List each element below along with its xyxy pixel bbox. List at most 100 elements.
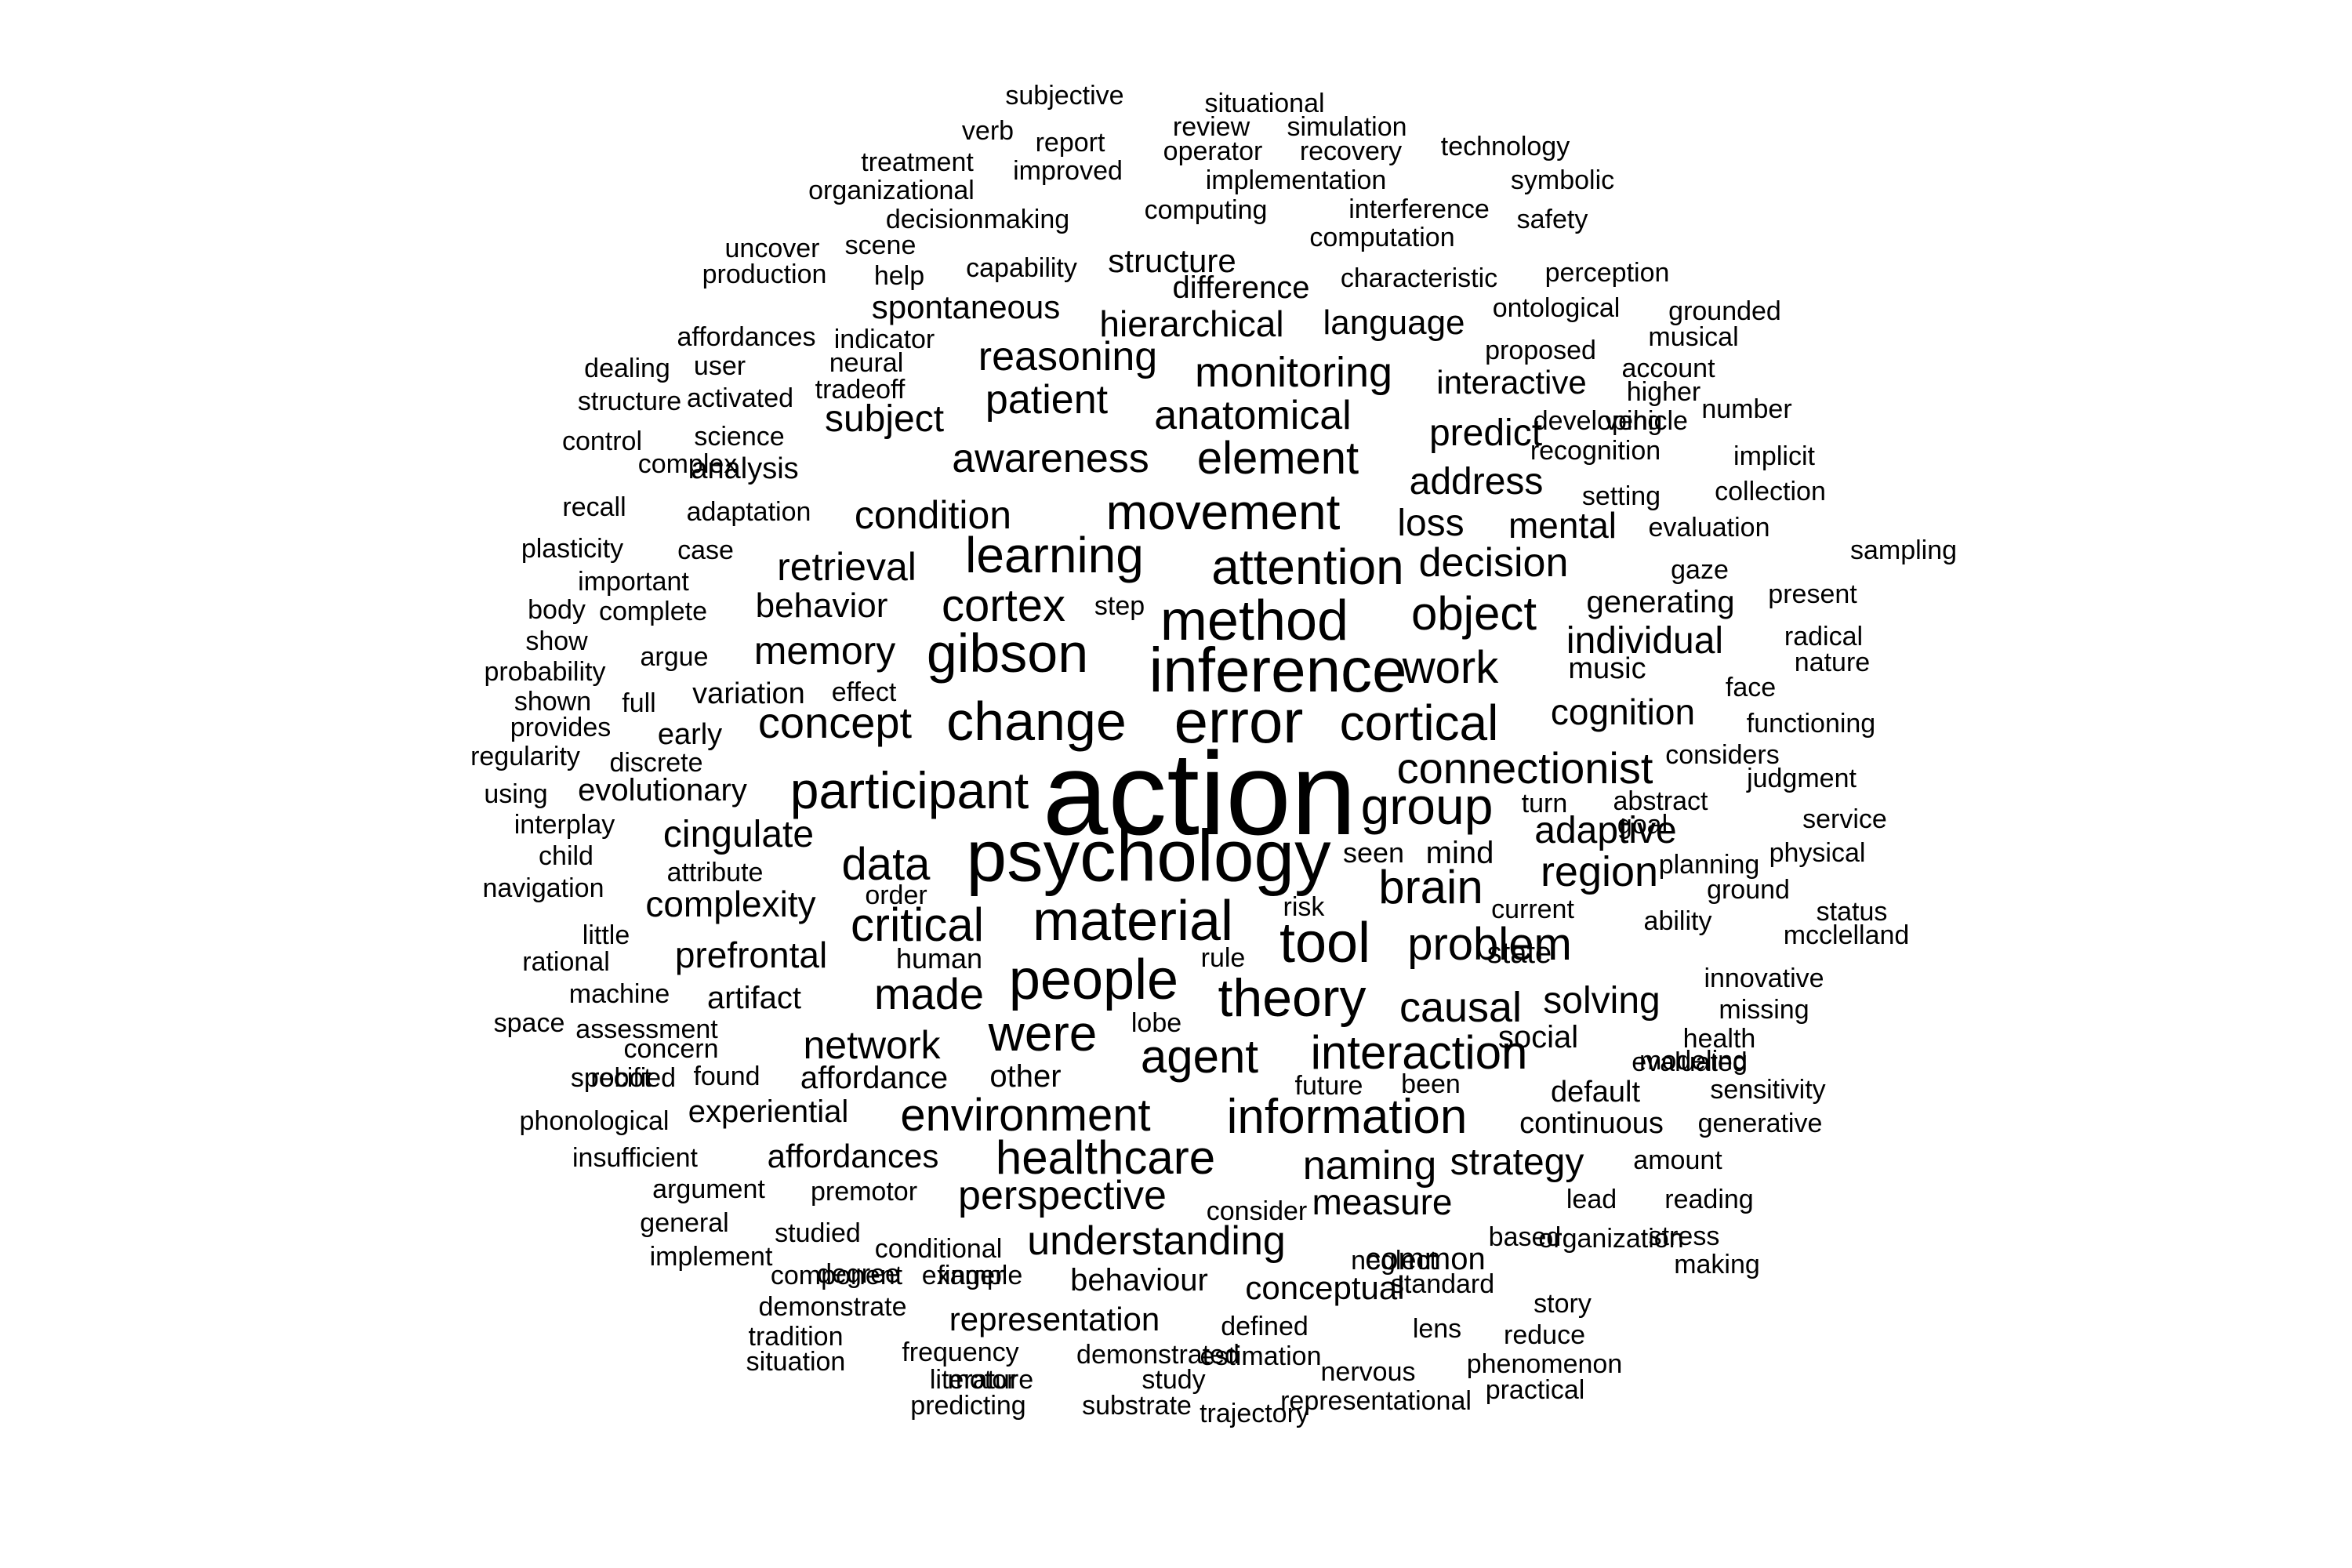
word-adaptive: adaptive: [1534, 810, 1677, 851]
word-variation: variation: [692, 677, 805, 710]
word-implicit: implicit: [1733, 441, 1815, 471]
word-future: future: [1294, 1071, 1363, 1101]
word-lead: lead: [1566, 1185, 1617, 1214]
word-music: music: [1568, 652, 1646, 685]
word-perspective: perspective: [958, 1173, 1167, 1218]
word-spontaneous: spontaneous: [871, 289, 1061, 325]
word-naming: naming: [1302, 1143, 1437, 1189]
word-stress: stress: [1648, 1221, 1720, 1251]
word-practical: practical: [1485, 1375, 1585, 1405]
word-improved: improved: [1013, 156, 1123, 186]
word-case: case: [677, 535, 734, 565]
word-operator: operator: [1163, 136, 1263, 166]
word-adaptation: adaptation: [686, 497, 811, 527]
word-movement: movement: [1105, 484, 1341, 540]
word-healthcare: healthcare: [995, 1131, 1216, 1184]
word-material: material: [1032, 890, 1234, 953]
word-demonstrated: demonstrated: [1076, 1340, 1240, 1370]
word-step: step: [1094, 591, 1145, 621]
word-number: number: [1701, 394, 1792, 424]
word-subjective: subjective: [1005, 81, 1124, 111]
word-symbolic: symbolic: [1510, 165, 1615, 195]
word-help: help: [873, 261, 925, 291]
word-people: people: [1008, 949, 1179, 1011]
word-reduce: reduce: [1504, 1320, 1585, 1350]
word-causal: causal: [1399, 984, 1523, 1031]
word-story: story: [1534, 1289, 1592, 1319]
word-judgment: judgment: [1747, 764, 1857, 793]
word-behavior: behavior: [755, 586, 888, 625]
word-study: study: [1142, 1365, 1206, 1395]
word-full: full: [622, 688, 656, 718]
word-regularity: regularity: [470, 742, 580, 771]
word-seen: seen: [1342, 837, 1405, 869]
word-rule: rule: [1200, 943, 1246, 973]
word-cortical: cortical: [1339, 695, 1499, 751]
word-show: show: [525, 626, 588, 656]
word-structure: structure: [1108, 242, 1236, 279]
word-behaviour: behaviour: [1070, 1263, 1208, 1298]
word-activated: activated: [686, 383, 794, 413]
word-artifact: artifact: [706, 981, 802, 1015]
word-science: science: [694, 422, 785, 452]
word-gibson: gibson: [926, 622, 1089, 684]
word-awareness: awareness: [952, 436, 1149, 481]
word-common: common: [1365, 1242, 1486, 1276]
word-review: review: [1172, 112, 1250, 142]
word-individual: individual: [1566, 620, 1724, 662]
word-order: order: [865, 880, 927, 910]
word-ability: ability: [1643, 906, 1712, 936]
word-nature: nature: [1794, 648, 1871, 677]
word-technology: technology: [1440, 132, 1570, 162]
word-experiential: experiential: [688, 1094, 849, 1129]
word-language: language: [1323, 303, 1465, 342]
word-interaction: interaction: [1310, 1026, 1528, 1079]
word-conditional: conditional: [874, 1234, 1003, 1264]
word-lobe: lobe: [1131, 1008, 1182, 1038]
word-affordance: affordance: [800, 1061, 949, 1095]
word-computing: computing: [1144, 195, 1268, 225]
word-complexity: complexity: [645, 884, 816, 924]
word-robot: robot: [590, 1063, 652, 1093]
word-complete: complete: [599, 597, 707, 626]
word-interactive: interactive: [1436, 364, 1587, 401]
word-body: body: [528, 595, 586, 625]
word-phenomenon: phenomenon: [1466, 1349, 1623, 1379]
word-provides: provides: [510, 713, 612, 742]
word-verb: verb: [961, 116, 1014, 146]
word-error: error: [1174, 687, 1304, 756]
word-measure: measure: [1312, 1181, 1453, 1222]
word-psychology: psychology: [966, 815, 1331, 897]
word-change: change: [946, 691, 1127, 752]
word-amount: amount: [1633, 1145, 1722, 1175]
word-motor: motor: [947, 1365, 1016, 1395]
word-organizational: organizational: [808, 176, 975, 205]
word-treatment: treatment: [861, 147, 974, 177]
word-found: found: [693, 1062, 760, 1091]
word-subject: subject: [824, 398, 945, 440]
word-evaluated: evaluated: [1632, 1047, 1748, 1077]
word-discrete: discrete: [609, 748, 703, 778]
word-using: using: [484, 779, 548, 809]
word-health: health: [1682, 1024, 1756, 1054]
word-cortex: cortex: [942, 580, 1065, 631]
word-higher: higher: [1626, 377, 1701, 407]
word-account: account: [1621, 354, 1715, 383]
word-risk: risk: [1283, 892, 1325, 922]
word-cingulate: cingulate: [662, 814, 815, 855]
word-little: little: [582, 920, 630, 950]
word-group: group: [1360, 777, 1494, 835]
word-goal: goal: [1617, 810, 1668, 840]
word-difference: difference: [1172, 270, 1310, 305]
word-indicator: indicator: [833, 325, 935, 354]
word-capability: capability: [966, 253, 1077, 283]
word-substrate: substrate: [1082, 1391, 1192, 1421]
word-example: example: [921, 1261, 1023, 1290]
word-mcclelland: mcclelland: [1783, 920, 1910, 950]
word-object: object: [1410, 587, 1537, 640]
word-situation: situation: [746, 1347, 846, 1377]
word-critical: critical: [850, 898, 985, 951]
word-trajectory: trajectory: [1200, 1399, 1309, 1428]
word-interference: interference: [1348, 194, 1490, 224]
